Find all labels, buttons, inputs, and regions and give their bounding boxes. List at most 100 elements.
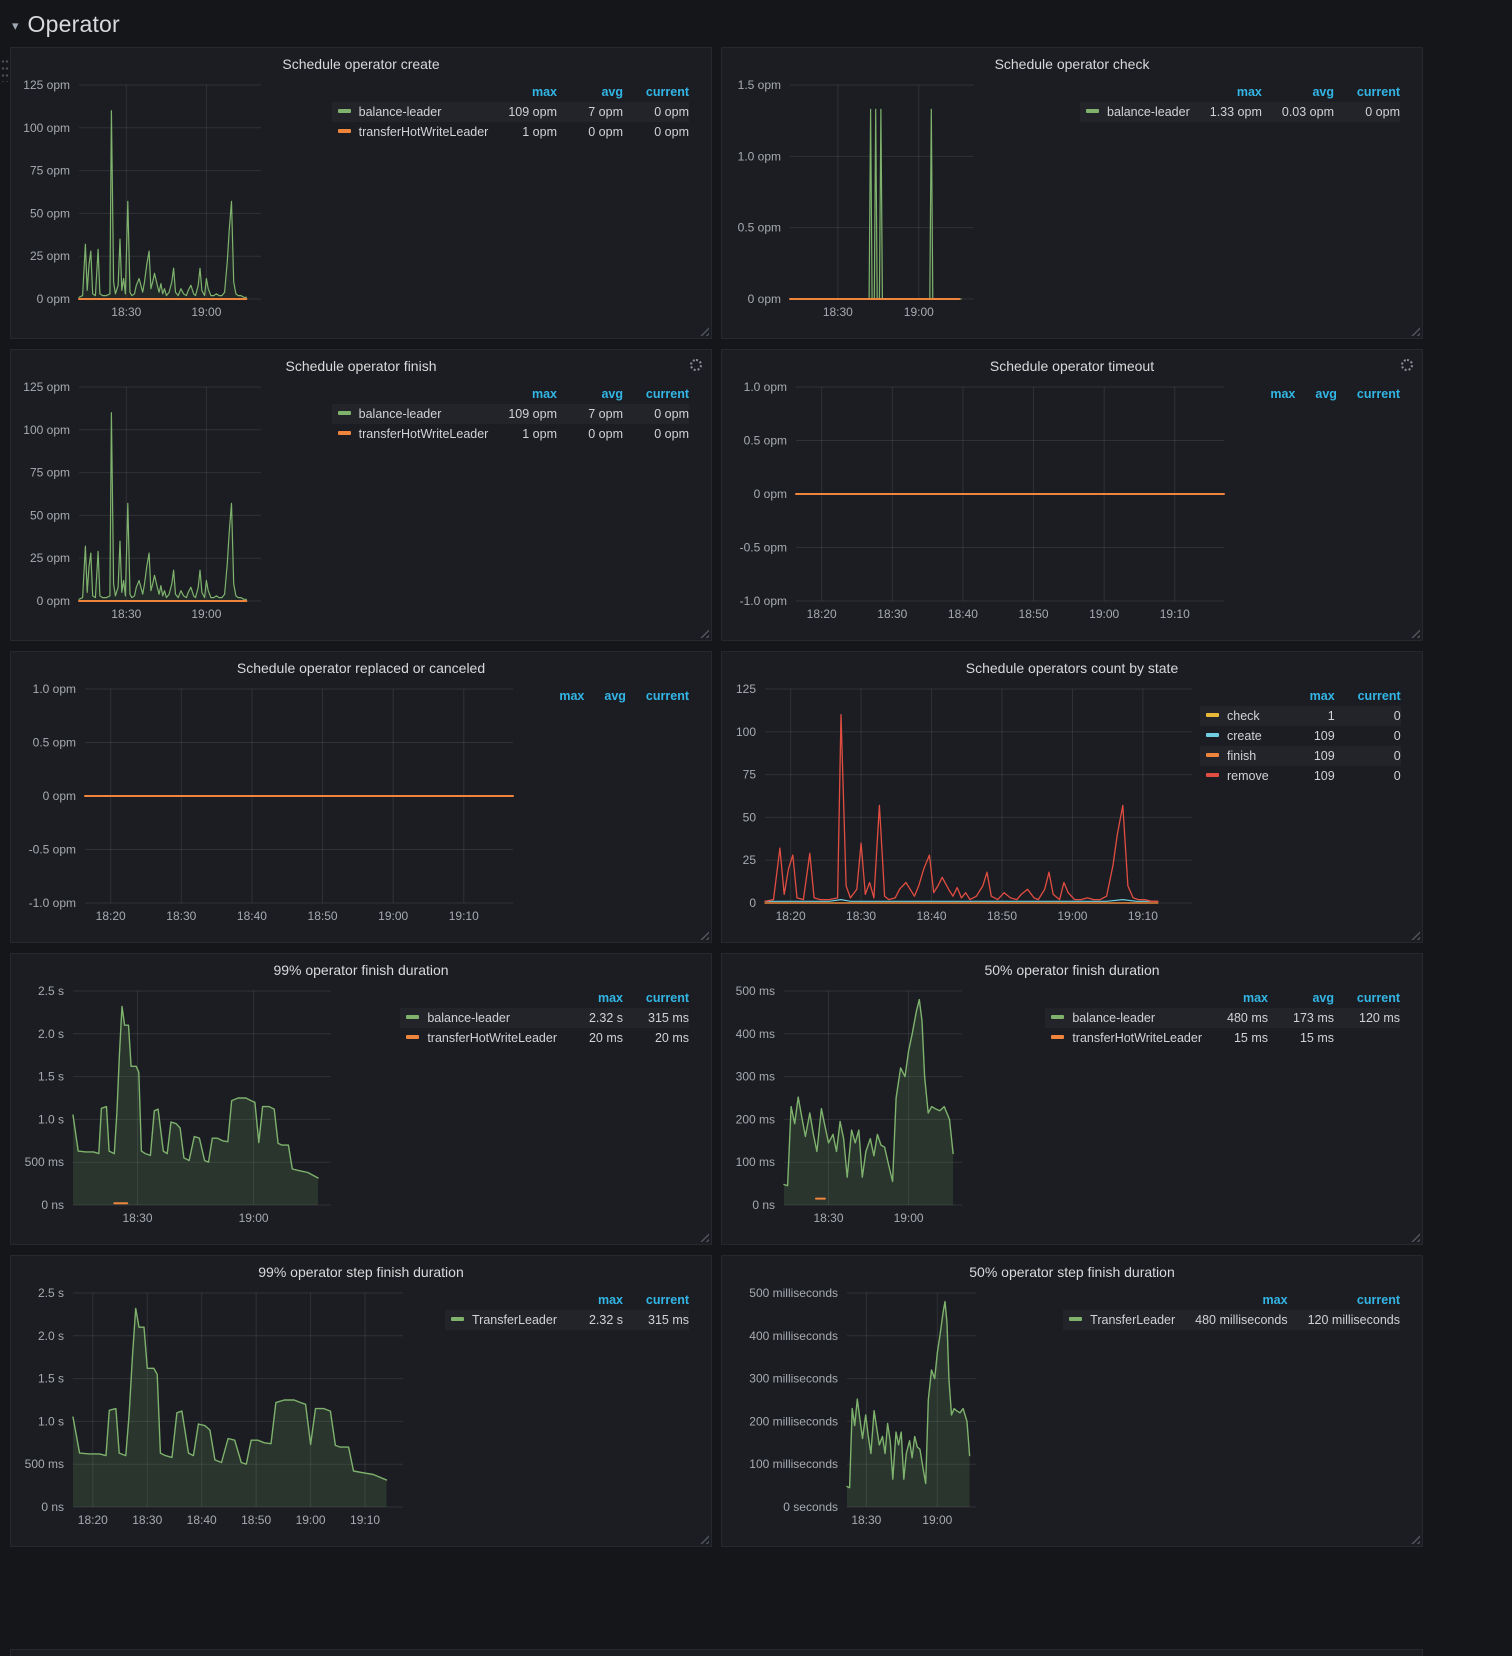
- svg-text:-1.0 opm: -1.0 opm: [740, 594, 787, 608]
- series-color-swatch[interactable]: [1051, 1035, 1065, 1040]
- chart-canvas[interactable]: 125 opm 100 opm 75 opm 50 opm 25 opm 0 opm 18:…: [19, 377, 269, 625]
- legend-col-current[interactable]: current: [1356, 991, 1400, 1005]
- panel-resize-handle[interactable]: [699, 930, 709, 940]
- chart-canvas[interactable]: 125 100 75 50 25 0 18:20 18:30 18:40 18:50 19:00 19…: [730, 679, 1200, 927]
- legend-series-name[interactable]: check: [1227, 709, 1260, 723]
- legend-col-current[interactable]: current: [645, 1293, 689, 1307]
- legend-col-current[interactable]: current: [1356, 387, 1400, 401]
- chart-canvas[interactable]: 1.0 opm 0.5 opm 0 opm -0.5 opm -1.0 opm 18:20…: [19, 679, 521, 927]
- panel-drag-grip[interactable]: [1, 58, 9, 82]
- row-title[interactable]: Operator: [27, 10, 120, 37]
- series-color-swatch[interactable]: [337, 411, 351, 416]
- series-color-swatch[interactable]: [451, 1317, 464, 1322]
- panel-title[interactable]: Schedule operators count by state: [965, 660, 1179, 676]
- legend-col-current[interactable]: current: [645, 689, 689, 703]
- svg-text:500 ms: 500 ms: [25, 1457, 64, 1471]
- legend-series-name[interactable]: create: [1227, 729, 1262, 743]
- legend-col-current[interactable]: current: [1356, 85, 1400, 99]
- chart-canvas[interactable]: 500 milliseconds 400 milliseconds 300 mill…: [730, 1283, 984, 1531]
- panel-resize-handle[interactable]: [1410, 326, 1420, 336]
- legend-series-name[interactable]: transferHotWriteLeader: [358, 427, 489, 441]
- legend-series-name[interactable]: balance-leader: [358, 105, 442, 119]
- legend-series-name[interactable]: balance-leader: [358, 407, 442, 421]
- chevron-down-icon[interactable]: ▾: [12, 17, 19, 33]
- legend-col-current[interactable]: current: [645, 387, 689, 401]
- legend-col-avg[interactable]: avg: [601, 85, 623, 99]
- legend-series-name[interactable]: transferHotWriteLeader: [358, 125, 489, 139]
- legend-col-max[interactable]: max: [531, 387, 557, 401]
- series-color-swatch[interactable]: [1206, 733, 1219, 738]
- legend-col-current[interactable]: current: [645, 991, 689, 1005]
- legend-col-avg[interactable]: avg: [1312, 85, 1334, 99]
- series-color-swatch[interactable]: [406, 1015, 420, 1020]
- legend-col-avg[interactable]: avg: [601, 387, 623, 401]
- series-color-swatch[interactable]: [1206, 773, 1219, 778]
- series-color-swatch[interactable]: [406, 1035, 420, 1040]
- svg-text:1.0 opm: 1.0 opm: [33, 682, 76, 696]
- series-color-swatch[interactable]: [1206, 713, 1219, 718]
- chart-canvas[interactable]: 1.5 opm 1.0 opm 0.5 opm 0 opm 18:30 19:00: [730, 75, 982, 323]
- legend-col-max[interactable]: max: [1270, 387, 1296, 401]
- series-color-swatch[interactable]: [1086, 109, 1100, 114]
- panel-title[interactable]: 50% operator step finish duration: [969, 1264, 1175, 1280]
- legend-col-max[interactable]: max: [1262, 1293, 1288, 1307]
- series-color-swatch[interactable]: [1069, 1317, 1083, 1322]
- panel-resize-handle[interactable]: [1410, 1232, 1420, 1242]
- legend-col-max[interactable]: max: [597, 1293, 623, 1307]
- series-color-swatch[interactable]: [337, 431, 351, 436]
- legend-col-current[interactable]: current: [645, 85, 689, 99]
- panel-resize-handle[interactable]: [699, 1534, 709, 1544]
- panel-title[interactable]: Schedule operator check: [994, 56, 1150, 72]
- chart-canvas[interactable]: 125 opm 100 opm 75 opm 50 opm 25 opm 0 opm 18:…: [19, 75, 269, 323]
- legend-series-name[interactable]: remove: [1227, 769, 1269, 783]
- svg-text:18:40: 18:40: [917, 909, 947, 923]
- series-color-swatch[interactable]: [1206, 753, 1219, 758]
- panel-title[interactable]: 99% operator step finish duration: [258, 1264, 464, 1280]
- legend-series-name[interactable]: finish: [1227, 749, 1257, 763]
- legend-row: remove 109 0: [1200, 766, 1401, 786]
- panel-title[interactable]: 50% operator finish duration: [984, 962, 1160, 978]
- legend-series-name[interactable]: TransferLeader: [472, 1313, 557, 1327]
- panel-resize-handle[interactable]: [699, 1232, 709, 1242]
- series-color-swatch[interactable]: [337, 129, 351, 134]
- legend-series-name[interactable]: balance-leader: [1107, 105, 1190, 119]
- chart-canvas[interactable]: 1.0 opm 0.5 opm 0 opm -0.5 opm -1.0 opm 18:20…: [730, 377, 1232, 625]
- chart-canvas[interactable]: 2.5 s 2.0 s 1.5 s 1.0 s 500 ms 0 ns 18:20 18:30…: [19, 1283, 411, 1531]
- chart-canvas[interactable]: 2.5 s 2.0 s 1.5 s 1.0 s 500 ms 0 ns 18:30 19:00: [19, 981, 339, 1229]
- legend-series-name[interactable]: balance-leader: [1072, 1011, 1156, 1025]
- panel-title[interactable]: Schedule operator create: [282, 56, 440, 72]
- legend-row: balance-leader 1.33 opm 0.03 opm 0 opm: [1080, 102, 1400, 122]
- legend-col-avg[interactable]: avg: [604, 689, 626, 703]
- legend-col-max[interactable]: max: [531, 85, 557, 99]
- svg-text:100: 100: [736, 725, 756, 739]
- panel-resize-handle[interactable]: [1410, 628, 1420, 638]
- legend-col-max[interactable]: max: [559, 689, 585, 703]
- panel-resize-handle[interactable]: [699, 628, 709, 638]
- series-color-swatch[interactable]: [337, 109, 351, 114]
- svg-text:1.5 s: 1.5 s: [38, 1070, 64, 1084]
- legend-series-name[interactable]: transferHotWriteLeader: [1072, 1031, 1202, 1045]
- legend-col-max[interactable]: max: [597, 991, 623, 1005]
- panel-title[interactable]: Schedule operator timeout: [989, 358, 1155, 374]
- legend-col-max[interactable]: max: [1242, 991, 1268, 1005]
- panel-title[interactable]: 99% operator finish duration: [273, 962, 449, 978]
- chart-canvas[interactable]: 500 ms 400 ms 300 ms 200 ms 100 ms 0 ns 18:30 1…: [730, 981, 970, 1229]
- series-color-swatch[interactable]: [1051, 1015, 1065, 1020]
- legend-header-row: max current: [400, 988, 689, 1008]
- legend-series-name[interactable]: transferHotWriteLeader: [427, 1031, 557, 1045]
- panel-resize-handle[interactable]: [699, 326, 709, 336]
- legend-series-name[interactable]: TransferLeader: [1090, 1313, 1176, 1327]
- legend-col-current[interactable]: current: [1357, 689, 1401, 703]
- legend-col-current[interactable]: current: [1356, 1293, 1400, 1307]
- panel-resize-handle[interactable]: [1410, 930, 1420, 940]
- legend-col-avg[interactable]: avg: [1315, 387, 1337, 401]
- panel-title[interactable]: Schedule operator finish: [285, 358, 437, 374]
- legend-col-avg[interactable]: avg: [1312, 991, 1334, 1005]
- legend-col-max[interactable]: max: [1309, 689, 1335, 703]
- legend-header-row: max current: [1200, 686, 1401, 706]
- legend-series-name[interactable]: balance-leader: [427, 1011, 511, 1025]
- panel-title[interactable]: Schedule operator replaced or canceled: [236, 660, 486, 676]
- legend-col-max[interactable]: max: [1236, 85, 1262, 99]
- panel-resize-handle[interactable]: [1410, 1534, 1420, 1544]
